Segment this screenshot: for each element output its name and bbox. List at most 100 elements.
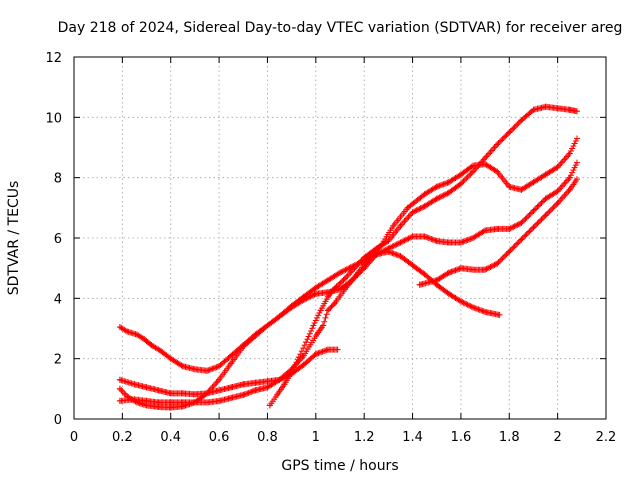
data-point [573,135,580,142]
data-point [276,376,283,383]
data-point [300,293,307,300]
data-point [337,269,343,276]
y-axis-title: SDTVAR / TECUs [6,181,22,296]
data-point [433,238,440,245]
data-point [158,348,165,355]
x-tick-label: 1.8 [499,430,520,445]
data-point [518,186,525,193]
data-point [216,376,223,383]
data-point [264,384,271,391]
data-point [252,387,259,394]
data-point [133,331,140,338]
data-point [554,200,561,207]
data-point [312,290,319,297]
data-point [116,323,123,330]
data-point [179,363,186,370]
data-point [191,366,198,373]
data-point [191,399,198,406]
data-point [240,381,247,388]
y-tick-label: 8 [54,172,62,187]
data-point [397,239,404,246]
data-point [385,245,392,252]
data-point [518,117,525,124]
data-point [409,262,416,269]
data-point [281,381,288,388]
data-point [421,191,428,198]
data-point [295,354,302,361]
data-point [445,189,452,196]
data-point [457,239,464,246]
data-point [131,396,138,403]
data-point [506,183,513,190]
data-point [351,265,358,272]
data-point [542,171,549,178]
data-point [416,281,423,288]
data-point [373,245,380,252]
data-point [542,212,549,219]
data-point [204,399,210,406]
data-point [542,195,549,202]
data-point [310,322,317,329]
data-point [312,351,319,358]
data-point [317,307,324,314]
data-point [445,269,452,276]
x-tick-label: 1.6 [451,430,472,445]
series-trail [116,248,502,374]
data-point [240,343,247,350]
x-tick-label: 1 [312,430,320,445]
data-point [312,284,319,291]
data-point [353,271,360,278]
data-point [445,179,452,186]
plot-frame [73,56,607,420]
data-point [397,222,404,229]
data-point [573,159,580,166]
y-tick-label: 2 [54,353,62,368]
data-point [148,342,155,349]
data-point [264,378,271,385]
data-point [266,402,273,409]
data-point [409,233,416,240]
data-point [155,387,162,394]
data-point [240,391,247,398]
data-point [390,222,397,229]
y-tick-label: 0 [54,413,62,428]
data-point [470,304,476,311]
series-track-2 [116,346,341,398]
data-point [457,171,464,178]
data-point [303,339,310,346]
data-point [421,271,428,278]
x-axis-title: GPS time / hours [281,458,398,474]
data-point [324,277,331,284]
series-track-6 [416,176,580,288]
data-point [404,204,411,211]
data-point [334,346,341,353]
data-point [116,397,123,404]
data-point [506,248,513,255]
data-point [167,399,174,406]
data-point [554,188,561,195]
data-point [566,186,573,193]
x-tick-label: 1.4 [402,430,423,445]
x-tick-labels: 0 0.2 0.4 0.6 0.8 1 1.2 1.4 1.6 1.8 2 2.2 [70,430,616,445]
data-point [433,195,440,202]
data-point [324,293,331,300]
data-point [445,239,452,246]
data-point [341,275,348,282]
data-point [482,227,489,234]
data-point [324,307,331,314]
data-point [482,161,489,168]
data-point [288,369,295,376]
data-point [385,238,392,245]
data-point [421,233,428,240]
data-point [116,385,123,392]
series-track-5 [266,103,580,409]
data-point [124,328,131,335]
data-point [530,106,537,113]
data-point [167,404,174,411]
data-point [409,209,416,216]
data-point [482,308,489,315]
data-point [179,399,186,406]
data-point [470,266,476,273]
series-track-1 [116,248,503,374]
data-point [141,336,148,343]
